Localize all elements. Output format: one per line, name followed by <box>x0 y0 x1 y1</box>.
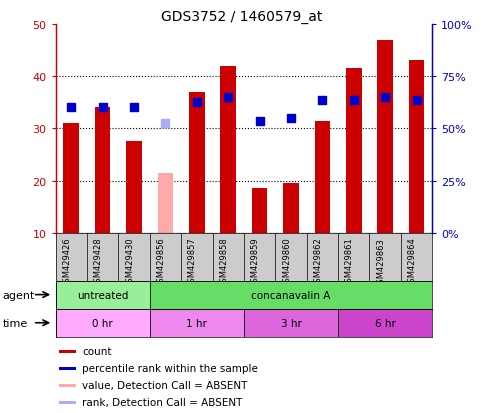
Bar <box>220 66 236 233</box>
Point <box>224 95 232 101</box>
Text: count: count <box>82 347 112 356</box>
Bar <box>63 124 79 233</box>
Bar <box>59 384 76 387</box>
Bar <box>283 184 299 233</box>
Bar <box>59 401 76 404</box>
Text: rank, Detection Call = ABSENT: rank, Detection Call = ABSENT <box>82 397 242 408</box>
Text: GSM429860: GSM429860 <box>282 237 291 288</box>
Point <box>350 97 357 104</box>
Bar <box>56 309 150 337</box>
Bar <box>150 309 244 337</box>
Text: GSM429858: GSM429858 <box>219 237 228 288</box>
Bar <box>126 142 142 233</box>
Bar <box>409 61 425 233</box>
Point <box>193 100 201 106</box>
Point <box>256 118 264 125</box>
Text: value, Detection Call = ABSENT: value, Detection Call = ABSENT <box>82 380 247 390</box>
Bar <box>59 350 76 353</box>
Bar <box>338 309 432 337</box>
Text: 0 hr: 0 hr <box>92 318 113 328</box>
Point <box>130 105 138 112</box>
Text: GSM429861: GSM429861 <box>345 237 354 288</box>
Text: GDS3752 / 1460579_at: GDS3752 / 1460579_at <box>161 10 322 24</box>
Text: GSM429864: GSM429864 <box>408 237 416 288</box>
Bar <box>314 121 330 233</box>
Text: GSM429856: GSM429856 <box>156 237 165 288</box>
Text: GSM429430: GSM429430 <box>125 237 134 287</box>
Text: 1 hr: 1 hr <box>186 318 207 328</box>
Text: 6 hr: 6 hr <box>375 318 396 328</box>
Text: GSM429428: GSM429428 <box>94 237 103 287</box>
Bar <box>95 108 111 233</box>
Bar <box>346 69 362 233</box>
Bar <box>252 189 268 233</box>
Point <box>382 95 389 101</box>
Bar <box>59 367 76 370</box>
Bar <box>56 281 150 309</box>
Bar <box>150 281 432 309</box>
Text: agent: agent <box>2 290 35 300</box>
Point <box>99 105 107 112</box>
Bar <box>189 93 205 233</box>
Text: GSM429857: GSM429857 <box>188 237 197 288</box>
Text: GSM429863: GSM429863 <box>376 237 385 288</box>
Text: time: time <box>2 318 28 328</box>
Point <box>319 97 327 104</box>
Text: percentile rank within the sample: percentile rank within the sample <box>82 363 258 373</box>
Text: GSM429862: GSM429862 <box>313 237 323 288</box>
Text: GSM429426: GSM429426 <box>62 237 71 287</box>
Point <box>412 97 420 104</box>
Text: untreated: untreated <box>77 290 128 300</box>
Point <box>287 115 295 122</box>
Text: concanavalin A: concanavalin A <box>251 290 331 300</box>
Bar <box>244 309 338 337</box>
Point <box>68 105 75 112</box>
Point <box>161 121 170 127</box>
Bar <box>157 173 173 233</box>
Bar <box>377 40 393 233</box>
Text: 3 hr: 3 hr <box>281 318 301 328</box>
Text: GSM429859: GSM429859 <box>251 237 260 287</box>
